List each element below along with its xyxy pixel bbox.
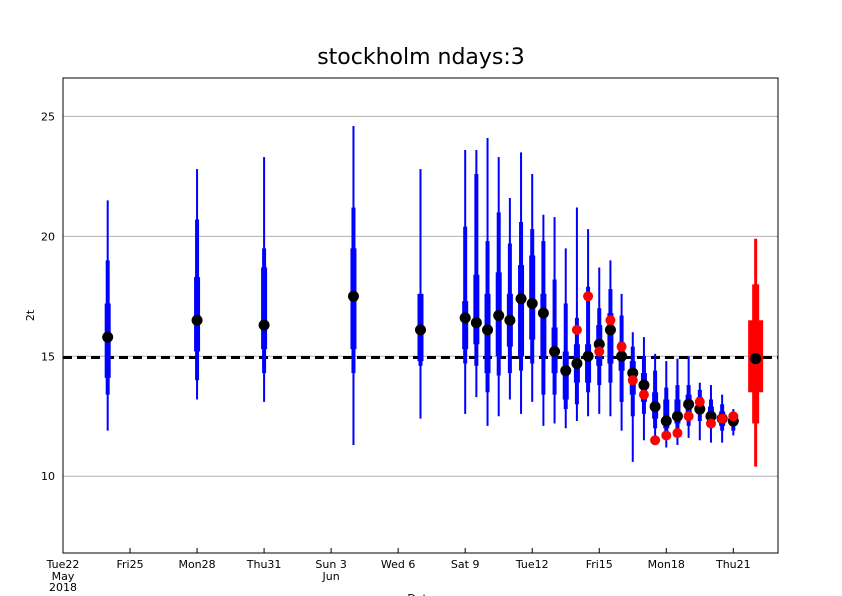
mean-dot [482,324,494,336]
observation-dot [661,430,672,441]
observation-dot [728,411,739,422]
observation-dot [672,428,683,439]
mean-dot [493,310,505,321]
observation-dot [616,341,627,352]
x-tick-label: Sun 3 [315,558,346,571]
y-tick-label: 15 [41,350,55,363]
x-axis-label: Date [407,592,434,596]
x-sublabel: May [52,570,75,583]
x-tick-label: Mon18 [648,558,685,571]
observation-dot [683,411,694,422]
mean-dot [537,307,549,319]
mean-dot [549,345,561,357]
observation-dot [583,291,594,302]
mean-dot [582,350,594,362]
observation-dot [594,346,605,357]
y-tick-label: 20 [41,230,55,243]
chart-title: stockholm ndays:3 [317,45,525,70]
mean-dot [102,331,114,343]
observation-dot [605,315,616,326]
y-tick-label: 10 [41,470,55,483]
x-sublabel: 2018 [49,581,77,594]
mean-dot [459,312,471,324]
mean-dot [660,415,672,427]
mean-dot [705,410,717,422]
x-tick-label: Tue22 [46,558,80,571]
mean-dot [593,338,605,350]
x-sublabel: Jun [322,570,340,583]
mean-dot [604,324,616,336]
mean-dot [258,319,270,331]
mean-dot [571,357,583,369]
mean-dot [627,367,639,379]
mean-dot [560,365,572,377]
observation-dot [627,375,638,386]
mean-dot [683,398,695,410]
mean-dot [526,298,538,310]
x-tick-label: Mon28 [178,558,215,571]
observation-dot [705,418,716,429]
y-tick-label: 25 [41,110,55,123]
observation-dot [638,389,649,400]
mean-dot [750,353,762,365]
observation-dot [571,324,582,335]
mean-dot [191,314,203,326]
x-tick-label: Thu31 [246,558,282,571]
x-tick-label: Fri15 [586,558,613,571]
mean-dot [671,410,683,422]
y-axis-label: 2t [24,309,37,321]
mean-dot [649,401,661,413]
mean-dot [616,350,628,362]
observation-dot [717,413,728,424]
observation-dot [650,435,661,446]
mean-dot [470,317,482,329]
mean-dot [347,290,359,302]
x-tick-label: Tue12 [515,558,549,571]
x-tick-label: Wed 6 [381,558,415,571]
mean-dot [515,293,527,305]
observation-dot [694,396,705,407]
mean-dot [415,324,426,336]
x-tick-label: Fri25 [116,558,143,571]
x-tick-label: Thu21 [715,558,751,571]
mean-dot [638,379,650,391]
mean-dot [694,403,706,415]
plot-frame [62,77,779,554]
mean-dot [504,314,516,326]
x-tick-label: Sat 9 [451,558,480,571]
